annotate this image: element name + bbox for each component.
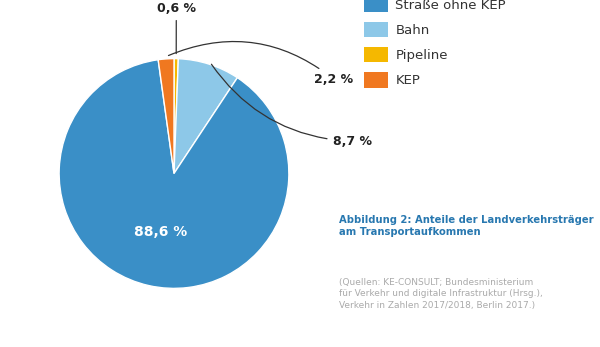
Text: 88,6 %: 88,6 % <box>134 225 187 239</box>
Legend: Straße ohne KEP, Bahn, Pipeline, KEP: Straße ohne KEP, Bahn, Pipeline, KEP <box>364 0 506 87</box>
Wedge shape <box>59 60 289 288</box>
Text: (Quellen: KE-CONSULT; Bundesministerium
für Verkehr und digitale Infrastruktur (: (Quellen: KE-CONSULT; Bundesministerium … <box>339 278 543 310</box>
Text: 8,7 %: 8,7 % <box>211 64 371 148</box>
Text: 2,2 %: 2,2 % <box>169 42 353 86</box>
Wedge shape <box>158 59 174 174</box>
Text: Abbildung 2: Anteile der Landverkehrsträger
am Transportaufkommen: Abbildung 2: Anteile der Landverkehrsträ… <box>339 215 593 237</box>
Wedge shape <box>174 59 178 174</box>
Wedge shape <box>174 59 238 174</box>
Text: 0,6 %: 0,6 % <box>157 2 196 53</box>
